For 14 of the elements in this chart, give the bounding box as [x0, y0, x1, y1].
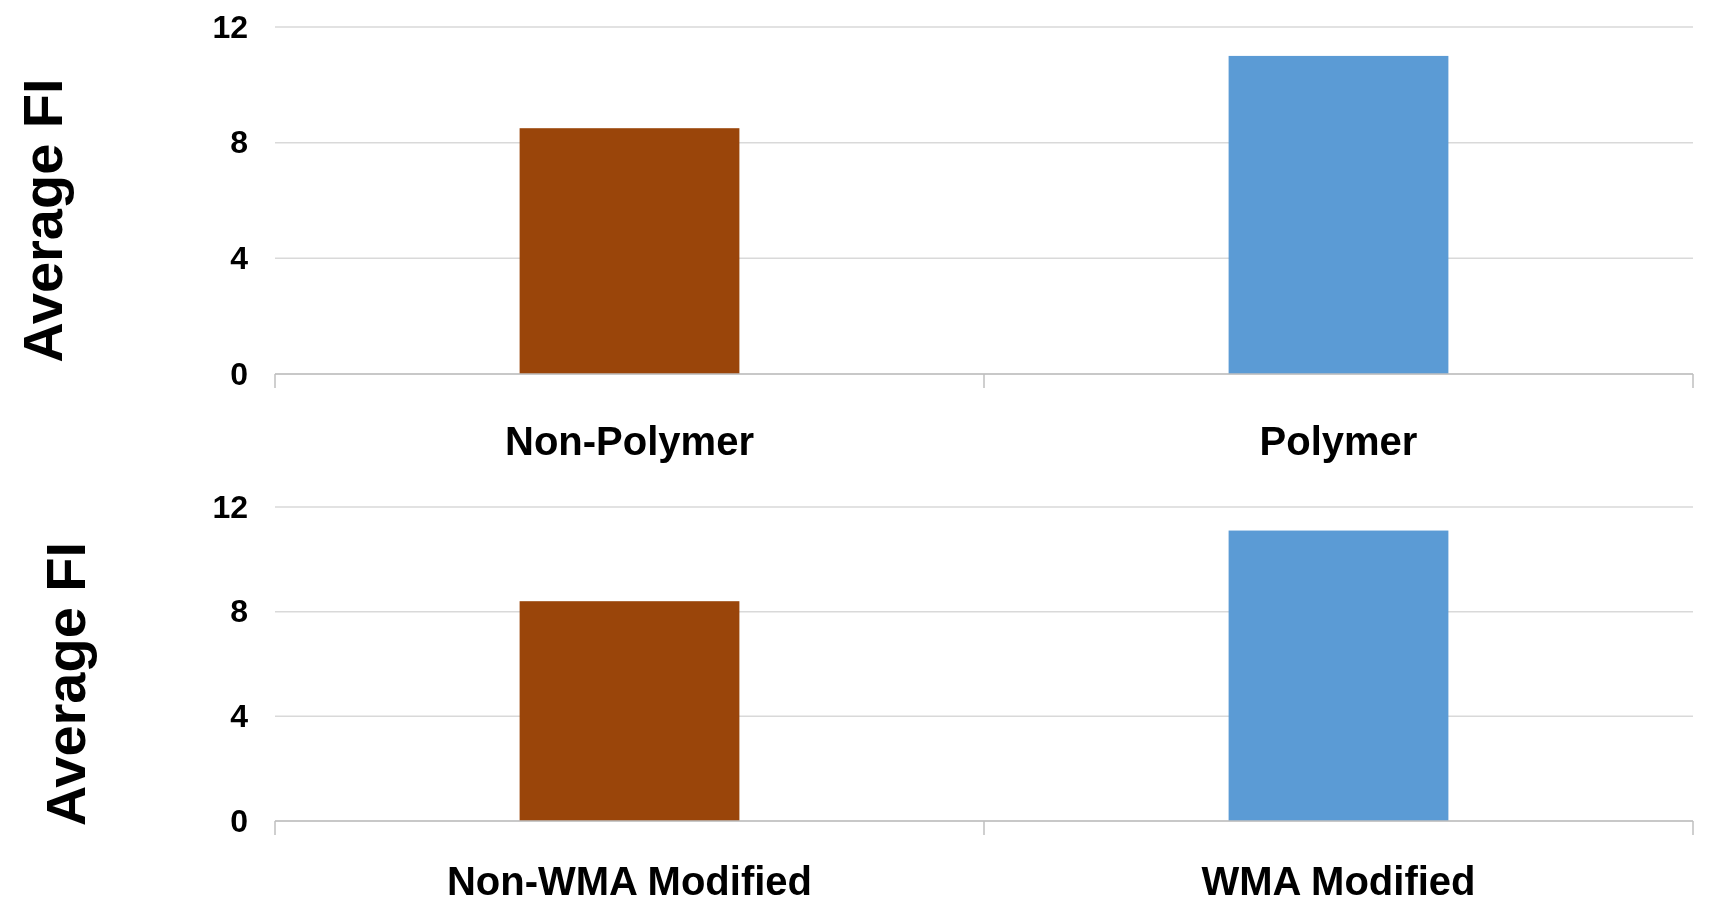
y-tick-label: 12	[212, 488, 248, 525]
y-tick-label: 0	[230, 802, 248, 839]
y-tick-label: 8	[230, 124, 248, 161]
x-tick-label: WMA Modified	[1201, 859, 1476, 903]
x-tick-label: Non-WMA Modified	[446, 859, 813, 903]
y-axis-title: Average FI	[11, 78, 74, 363]
y-tick-label: 8	[230, 593, 248, 630]
x-tick-label: Polymer	[1259, 419, 1418, 463]
y-axis-title: Average FI	[34, 541, 97, 827]
x-tick-label: Non-Polymer	[505, 419, 754, 463]
y-tick-label: 4	[230, 240, 249, 277]
y-tick-label: 12	[212, 8, 248, 45]
y-tick-label: 0	[230, 355, 248, 392]
y-tick-label: 4	[230, 698, 249, 735]
